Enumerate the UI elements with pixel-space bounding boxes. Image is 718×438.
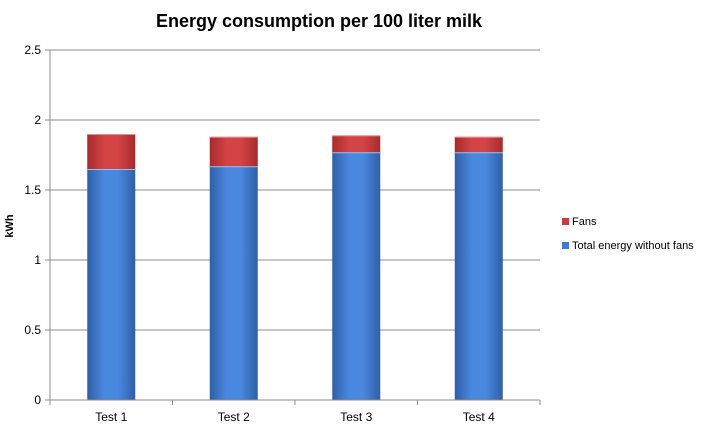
bars (87, 134, 503, 400)
y-tick-label: 0 (34, 393, 41, 407)
y-tick-label: 0.5 (24, 323, 41, 337)
legend-label: Fans (572, 216, 597, 228)
bar-fans-4 (454, 136, 503, 153)
y-axis-title: kWh (4, 214, 16, 238)
y-tick-label: 1 (34, 253, 41, 267)
chart-title: Energy consumption per 100 liter milk (156, 11, 483, 31)
x-tick-label: Test 2 (218, 410, 250, 424)
bar-total-energy-4 (454, 152, 503, 400)
bar-total-energy-1 (87, 169, 136, 400)
y-tick-label: 2.5 (24, 43, 41, 57)
legend-swatch (562, 218, 569, 225)
axes: 0 0.5 1 1.5 2 2.5 Test 1 Test 2 Test 3 Test 4 (24, 43, 541, 424)
legend: Fans Total energy without fans (562, 216, 694, 252)
x-tick-label: Test 4 (463, 410, 495, 424)
bar-fans-1 (87, 134, 136, 169)
y-tick-label: 1.5 (24, 183, 41, 197)
y-tick-label: 2 (34, 113, 41, 127)
legend-swatch (562, 242, 569, 249)
legend-label: Total energy without fans (572, 240, 694, 252)
x-tick-label: Test 1 (95, 410, 127, 424)
bar-fans-3 (332, 135, 381, 153)
bar-total-energy-3 (332, 152, 381, 400)
x-tick-label: Test 3 (340, 410, 372, 424)
bar-fans-2 (209, 136, 258, 167)
bar-total-energy-2 (209, 166, 258, 400)
